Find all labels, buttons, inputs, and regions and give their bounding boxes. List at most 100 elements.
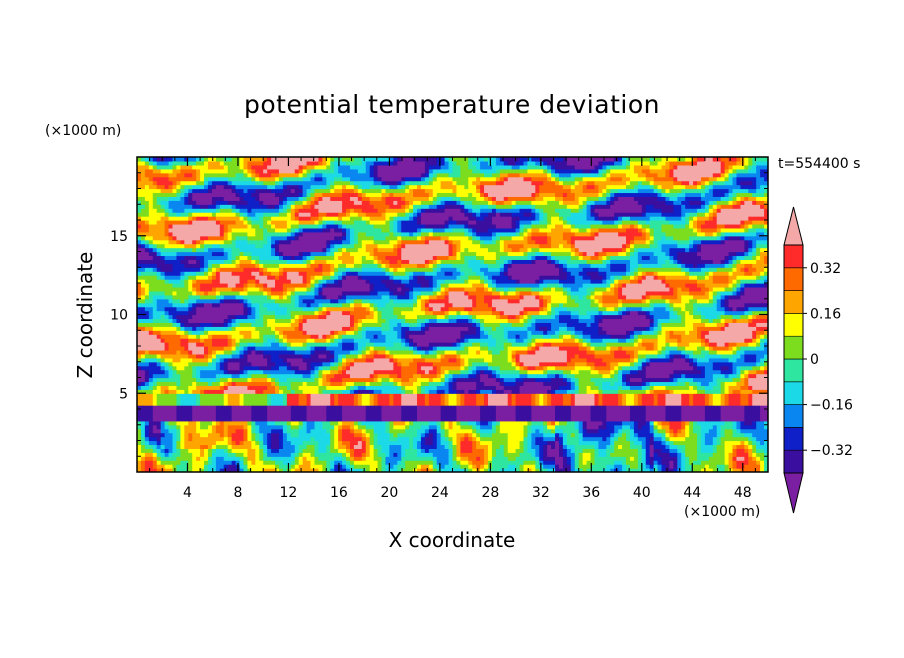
heatmap-cell xyxy=(235,428,241,434)
heatmap-cell xyxy=(618,389,623,394)
heatmap-cell xyxy=(740,401,745,406)
heatmap-cell xyxy=(523,436,529,442)
heatmap-cell xyxy=(156,373,162,379)
heatmap-cell xyxy=(756,369,761,375)
heatmap-cell xyxy=(740,361,745,367)
heatmap-cell xyxy=(590,381,596,386)
heatmap-cell xyxy=(480,424,485,430)
heatmap-cell xyxy=(736,440,741,446)
heatmap-cell xyxy=(286,373,292,379)
heatmap-cell xyxy=(566,468,572,472)
heatmap-cell xyxy=(570,397,576,402)
heatmap-cell xyxy=(626,448,631,453)
heatmap-cell xyxy=(235,460,241,465)
heatmap-cell xyxy=(503,357,509,363)
heatmap-cell xyxy=(472,460,477,465)
heatmap-cell xyxy=(144,448,150,453)
heatmap-cell xyxy=(223,389,229,394)
heatmap-cell xyxy=(724,389,730,394)
heatmap-cell xyxy=(211,452,217,457)
heatmap-cell xyxy=(164,440,170,446)
heatmap-cell xyxy=(397,452,402,457)
heatmap-cell xyxy=(235,440,241,446)
heatmap-cell xyxy=(140,416,146,422)
heatmap-cell xyxy=(180,424,185,430)
heatmap-cell xyxy=(271,444,276,449)
heatmap-cell xyxy=(405,409,410,414)
heatmap-cell xyxy=(645,405,651,410)
heatmap-cell xyxy=(180,452,185,457)
heatmap-cell xyxy=(744,377,749,383)
heatmap-cell xyxy=(243,401,249,406)
heatmap-cell xyxy=(574,464,580,469)
heatmap-cell xyxy=(740,389,745,394)
heatmap-cell xyxy=(586,460,592,465)
heatmap-cell xyxy=(491,416,497,422)
heatmap-cell xyxy=(361,464,367,469)
heatmap-cell xyxy=(499,452,505,457)
heatmap-cell xyxy=(736,460,741,465)
heatmap-cell xyxy=(519,389,525,394)
heatmap-cell xyxy=(645,357,651,363)
heatmap-cell xyxy=(144,381,150,386)
heatmap-cell xyxy=(673,440,678,446)
heatmap-cell xyxy=(243,424,249,430)
heatmap-cell xyxy=(633,385,639,390)
heatmap-cell xyxy=(417,401,422,406)
heatmap-cell xyxy=(606,349,611,355)
heatmap-cell xyxy=(712,357,718,363)
heatmap-cell xyxy=(468,405,473,410)
heatmap-cell xyxy=(428,436,434,442)
heatmap-cell xyxy=(196,373,201,379)
heatmap-cell xyxy=(271,452,276,457)
heatmap-cell xyxy=(263,349,268,355)
heatmap-cell xyxy=(657,444,663,449)
heatmap-cell xyxy=(740,440,745,446)
heatmap-cell xyxy=(349,424,355,430)
heatmap-cell xyxy=(645,432,651,438)
heatmap-cell xyxy=(207,405,213,410)
heatmap-cell xyxy=(204,444,209,449)
heatmap-cell xyxy=(267,357,272,363)
heatmap-cell xyxy=(562,452,568,457)
heatmap-cell xyxy=(436,377,442,383)
heatmap-cell xyxy=(677,369,682,375)
heatmap-cell xyxy=(736,436,741,442)
heatmap-cell xyxy=(432,389,438,394)
heatmap-cell xyxy=(188,389,193,394)
heatmap-cell xyxy=(353,456,359,461)
heatmap-cell xyxy=(472,397,477,402)
heatmap-cell xyxy=(740,428,745,434)
heatmap-cell xyxy=(728,385,734,390)
heatmap-cell xyxy=(645,373,651,379)
heatmap-cell xyxy=(144,357,150,363)
heatmap-cell xyxy=(357,428,363,434)
heatmap-cell xyxy=(247,432,252,438)
heatmap-cell xyxy=(204,381,209,386)
heatmap-cell xyxy=(137,456,142,461)
heatmap-cell xyxy=(578,393,584,398)
heatmap-cell xyxy=(286,432,292,438)
heatmap-cell xyxy=(752,381,757,386)
heatmap-cell xyxy=(200,420,205,426)
heatmap-cell xyxy=(661,424,667,430)
heatmap-cell xyxy=(365,464,371,469)
heatmap-cell xyxy=(259,353,264,359)
heatmap-cell xyxy=(365,369,371,375)
heatmap-cell xyxy=(704,361,710,367)
heatmap-cell xyxy=(377,448,383,453)
heatmap-cell xyxy=(219,397,225,402)
heatmap-cell xyxy=(649,405,655,410)
heatmap-cell xyxy=(140,397,146,402)
heatmap-cell xyxy=(282,385,288,390)
heatmap-cell xyxy=(598,365,603,371)
heatmap-cell xyxy=(491,424,497,430)
heatmap-cell xyxy=(653,420,659,426)
heatmap-cell xyxy=(716,452,722,457)
heatmap-cell xyxy=(310,440,316,446)
heatmap-cell xyxy=(484,361,489,367)
heatmap-cell xyxy=(543,424,548,430)
heatmap-cell xyxy=(728,365,734,371)
heatmap-cell xyxy=(570,416,576,422)
